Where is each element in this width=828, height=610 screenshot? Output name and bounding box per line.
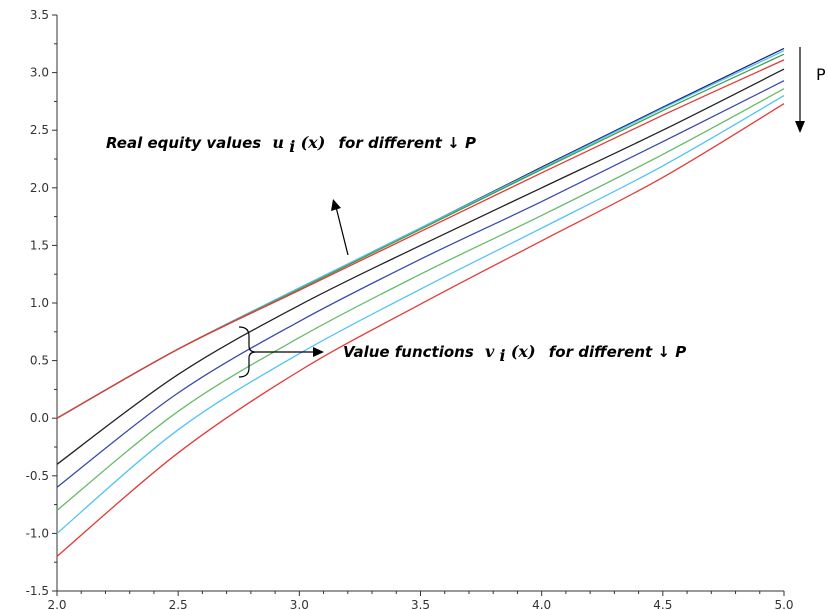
x-tick-label: 2.5 bbox=[169, 598, 188, 610]
value-func-subscript: i bbox=[500, 346, 506, 365]
value-func-name: v bbox=[485, 342, 495, 361]
real-equity-label: Real equity values bbox=[106, 134, 261, 152]
value-functions-annotation: Value functions v i (x) for different ↓ … bbox=[238, 326, 686, 378]
p-label: P bbox=[816, 65, 826, 84]
x-tick-label: 3.5 bbox=[411, 598, 430, 610]
x-tick-label: 4.5 bbox=[653, 598, 672, 610]
p-down-arrowhead bbox=[795, 121, 805, 133]
x-tick-label: 4.0 bbox=[532, 598, 551, 610]
axes: -1.5 -1.0 -0.5 0.0 0.5 1.0 1.5 2.0 2.5 3.0 3.5 2.0 2… bbox=[26, 8, 794, 610]
series-line-7 bbox=[56, 88, 785, 511]
series-line-6 bbox=[56, 80, 785, 488]
value-functions-brace bbox=[238, 326, 257, 378]
svg-text:Real equity values u: Real equity values u i (x) for different… bbox=[106, 133, 476, 156]
x-tick-label: 3.0 bbox=[290, 598, 309, 610]
value-functions-arrowhead bbox=[313, 347, 324, 357]
y-tick-label: 3.5 bbox=[30, 8, 49, 22]
real-equity-arrow bbox=[335, 206, 349, 256]
real-func-arg: (x) bbox=[301, 133, 326, 152]
value-functions-suffix: for different ↓ P bbox=[549, 343, 686, 361]
real-equity-arrowhead bbox=[331, 199, 341, 211]
series-line-5 bbox=[56, 68, 785, 465]
series-group bbox=[56, 47, 785, 557]
series-line-4 bbox=[56, 59, 785, 419]
y-tick-label: -0.5 bbox=[26, 469, 49, 483]
y-tick-label: -1.0 bbox=[26, 526, 49, 540]
x-tick-label: 5.0 bbox=[774, 598, 793, 610]
series-line-2 bbox=[56, 50, 785, 419]
svg-text:Value functions v: Value functions v i (x) for different ↓ … bbox=[343, 342, 686, 365]
series-line-8 bbox=[56, 95, 785, 534]
y-tick-label: 1.5 bbox=[30, 238, 49, 252]
value-func-arg: (x) bbox=[511, 342, 536, 361]
y-tick-label: -1.5 bbox=[26, 584, 49, 598]
y-tick-label: 3.0 bbox=[30, 66, 49, 80]
x-tick-label: 2.0 bbox=[47, 598, 66, 610]
real-equity-suffix: for different ↓ P bbox=[339, 134, 476, 152]
series-line-9 bbox=[56, 103, 785, 557]
y-tick-label: 1.0 bbox=[30, 296, 49, 310]
series-line-1 bbox=[56, 47, 785, 419]
real-equity-annotation: Real equity values u i (x) for different… bbox=[106, 133, 476, 256]
y-tick-label: 2.0 bbox=[30, 181, 49, 195]
y-tick-label: 0.5 bbox=[30, 354, 49, 368]
series-line-3 bbox=[56, 53, 785, 419]
value-functions-label: Value functions bbox=[343, 343, 474, 361]
real-func-subscript: i bbox=[289, 137, 295, 156]
y-tick-label: 2.5 bbox=[30, 123, 49, 137]
p-direction-indicator: P bbox=[795, 47, 826, 133]
y-tick-label: 0.0 bbox=[30, 411, 49, 425]
real-func-name: u bbox=[272, 133, 284, 152]
